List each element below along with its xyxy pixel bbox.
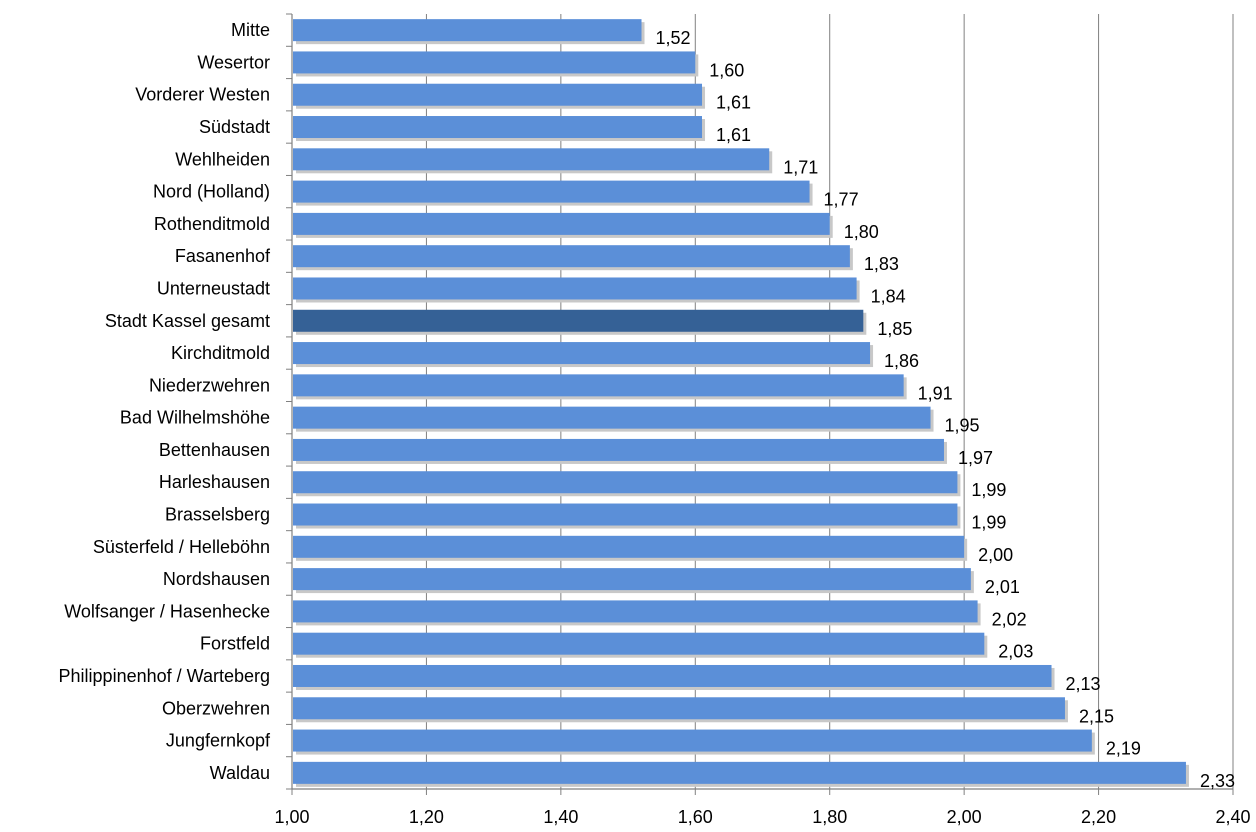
value-label: 1,86 [884,351,919,371]
category-label: Philippinenhof / Warteberg [59,666,270,686]
category-label: Jungfernkopf [166,731,271,751]
bar [293,51,696,74]
category-label: Kirchditmold [171,343,270,363]
category-label: Rothenditmold [154,214,270,234]
x-tick-label: 1,80 [812,807,847,827]
value-label: 1,60 [709,60,744,80]
bar [293,374,904,397]
category-label: Fasanenhof [175,246,271,266]
bar [293,664,1052,687]
category-label: Mitte [231,20,270,40]
bar [293,342,871,365]
value-label: 1,91 [918,383,953,403]
bar [293,600,978,623]
category-label: Nordshausen [163,569,270,589]
bar [293,632,985,655]
category-label: Nord (Holland) [153,182,270,202]
category-label: Brasselsberg [165,505,270,525]
bar [293,471,958,494]
value-label: 1,52 [656,28,691,48]
bar [293,406,931,429]
bar [293,697,1065,720]
category-label: Süsterfeld / Helleböhn [93,537,270,557]
bar [293,277,857,300]
category-label: Unterneustadt [157,278,270,298]
value-label: 2,13 [1066,674,1101,694]
bar [293,148,770,171]
category-label: Waldau [210,763,270,783]
value-label: 1,85 [877,319,912,339]
value-label: 1,61 [716,125,751,145]
bars-group [293,19,1189,787]
bar [293,19,642,42]
grid-lines [425,14,1234,789]
value-label: 2,03 [998,642,1033,662]
value-label: 2,01 [985,577,1020,597]
x-tick-label: 2,00 [947,807,982,827]
category-label: Bad Wilhelmshöhe [120,408,270,428]
bar-highlight [293,309,864,332]
bar [293,568,971,591]
x-tick-label: 1,60 [678,807,713,827]
category-label: Harleshausen [159,472,270,492]
bar [293,761,1186,784]
value-label: 2,33 [1200,771,1235,791]
bar [293,245,850,268]
x-tick-label: 2,20 [1081,807,1116,827]
value-label: 2,00 [978,545,1013,565]
bar [293,438,944,461]
axes-group [286,13,1234,795]
category-labels: Mitte Wesertor Vorderer Westen Südstadt Wehl… [59,20,271,783]
value-label: 1,97 [958,448,993,468]
x-tick-label: 1,20 [409,807,444,827]
value-labels: 1,52 1,60 1,61 1,61 1,71 1,77 1,80 1,83 1,84 1,85… [656,28,1235,791]
bar [293,212,830,235]
value-label: 1,77 [824,190,859,210]
value-label: 2,02 [992,609,1027,629]
value-label: 1,80 [844,222,879,242]
category-label: Wolfsanger / Hasenhecke [64,601,270,621]
bar [293,180,810,203]
category-label: Oberzwehren [162,698,270,718]
x-tick-labels: 1,00 1,20 1,40 1,60 1,80 2,00 2,20 2,40 [274,807,1250,827]
value-label: 1,83 [864,254,899,274]
value-label: 2,15 [1079,706,1114,726]
value-label: 2,19 [1106,739,1141,759]
category-label: Südstadt [199,117,270,137]
value-label: 1,71 [783,157,818,177]
x-tick-label: 1,00 [274,807,309,827]
value-label: 1,61 [716,93,751,113]
category-label: Vorderer Westen [135,85,270,105]
category-label: Bettenhausen [159,440,270,460]
bar [293,729,1092,752]
category-label: Niederzwehren [149,375,270,395]
category-label: Wesertor [197,52,270,72]
value-label: 1,99 [971,480,1006,500]
bar [293,503,958,526]
value-label: 1,95 [945,416,980,436]
x-tick-label: 2,40 [1215,807,1250,827]
bar [293,83,703,106]
value-label: 1,99 [971,513,1006,533]
bar [293,116,703,139]
category-label: Stadt Kassel gesamt [105,311,270,331]
category-label: Wehlheiden [175,149,270,169]
bar [293,535,965,558]
x-tick-label: 1,40 [543,807,578,827]
category-label: Forstfeld [200,634,270,654]
value-label: 1,84 [871,286,906,306]
